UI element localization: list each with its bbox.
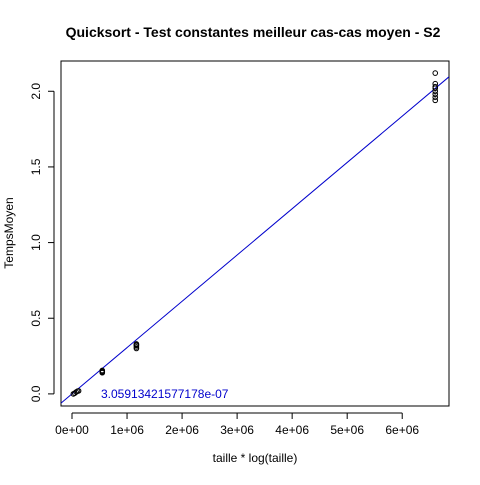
chart-title: Quicksort - Test constantes meilleur cas… bbox=[66, 24, 441, 40]
data-point bbox=[99, 367, 106, 374]
slope-annotation: 3.05913421577178e-07 bbox=[101, 387, 229, 401]
x-tick-label: 0e+00 bbox=[55, 423, 89, 437]
x-tick-label: 1e+06 bbox=[110, 423, 144, 437]
data-point bbox=[75, 388, 82, 394]
x-tick-label: 2e+06 bbox=[165, 423, 199, 437]
y-tick-label: 0.5 bbox=[29, 310, 43, 327]
y-tick-label: 0.0 bbox=[29, 385, 43, 402]
y-axis: 0.0 0.5 1.0 1.5 2.0 bbox=[29, 83, 55, 402]
x-tick-label: 4e+06 bbox=[275, 423, 309, 437]
y-tick-label: 1.5 bbox=[29, 158, 43, 175]
y-axis-label: TempsMoyen bbox=[2, 197, 16, 268]
regression-line bbox=[61, 76, 449, 404]
x-tick-label: 5e+06 bbox=[330, 423, 364, 437]
data-point bbox=[432, 94, 439, 101]
data-point bbox=[432, 97, 439, 104]
data-point bbox=[432, 91, 439, 98]
data-point bbox=[432, 70, 439, 76]
x-tick-label: 6e+06 bbox=[385, 423, 419, 437]
data-point bbox=[432, 83, 439, 90]
regression-layer bbox=[61, 76, 449, 404]
x-tick-label: 3e+06 bbox=[220, 423, 254, 437]
data-point bbox=[133, 341, 140, 347]
points-layer bbox=[70, 70, 439, 397]
y-tick-label: 2.0 bbox=[29, 83, 43, 100]
x-axis-label: taille * log(taille) bbox=[213, 451, 298, 465]
x-axis: 0e+00 1e+06 2e+06 3e+06 4e+06 5e+06 6e+06 bbox=[55, 412, 419, 437]
plot-frame bbox=[60, 60, 450, 407]
y-tick-label: 1.0 bbox=[29, 234, 43, 251]
data-point bbox=[432, 80, 439, 87]
